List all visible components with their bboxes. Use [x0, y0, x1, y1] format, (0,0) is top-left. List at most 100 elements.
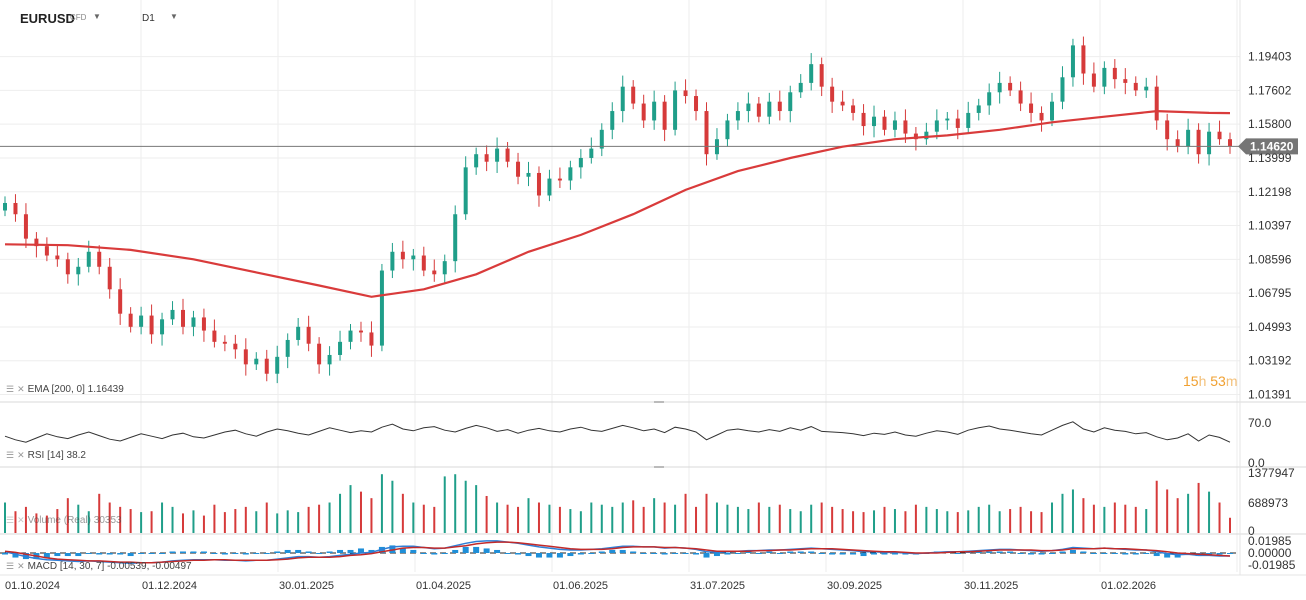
volume-bar — [757, 502, 760, 533]
indicator-settings-icon[interactable]: ☰ — [6, 450, 15, 460]
candle-body — [495, 148, 500, 162]
countdown-minutes: 53 — [1210, 373, 1226, 389]
timeframe-selector[interactable]: D1 — [142, 13, 155, 24]
indicator-settings-icon[interactable]: ☰ — [6, 561, 15, 571]
volume-indicator-label[interactable]: ☰ ✕ Volume (Real) 30353 — [6, 515, 122, 526]
candle-body — [1123, 79, 1128, 83]
volume-bar — [852, 511, 855, 533]
macd-indicator-label[interactable]: ☰ ✕ MACD [14, 30, 7] -0.00539, -0.00497 — [6, 561, 192, 572]
macd-histogram-bar — [787, 551, 794, 553]
macd-histogram-bar — [535, 553, 542, 558]
candle-body — [1144, 86, 1149, 91]
candle-body — [1133, 82, 1138, 91]
candle-body — [390, 251, 395, 271]
timeframe-dropdown-icon[interactable]: ▼ — [170, 12, 178, 21]
candle-body — [160, 319, 165, 335]
macd-histogram-bar — [1049, 553, 1056, 554]
macd-histogram-bar — [839, 553, 846, 555]
volume-bar — [1145, 509, 1148, 533]
candle-body — [191, 317, 196, 327]
volume-bar — [873, 510, 876, 533]
rsi-label-text: RSI [14] 38.2 — [27, 450, 86, 461]
candle-body — [86, 251, 91, 267]
macd-histogram-bar — [295, 549, 302, 553]
candle-body — [683, 90, 688, 97]
volume-bar — [1071, 489, 1074, 533]
macd-histogram-bar — [693, 553, 700, 555]
volume-bar — [1197, 482, 1200, 533]
ema-indicator-label[interactable]: ☰ ✕ EMA [200, 0] 1.16439 — [6, 384, 124, 395]
volume-bar — [108, 502, 111, 533]
volume-bar — [443, 476, 446, 533]
candle-body — [851, 105, 856, 113]
macd-histogram-bar — [850, 553, 857, 555]
volume-bar — [778, 504, 781, 533]
candle-body — [830, 86, 835, 102]
macd-histogram-bar — [776, 553, 783, 554]
macd-histogram-bar — [200, 551, 207, 553]
indicator-close-icon[interactable]: ✕ — [17, 450, 25, 460]
volume-bar — [768, 506, 771, 533]
y-tick-label: 1.06795 — [1248, 286, 1292, 300]
indicator-close-icon[interactable]: ✕ — [17, 515, 25, 525]
candle-body — [1196, 129, 1201, 155]
macd-histogram-bar — [1017, 553, 1024, 554]
candle-body — [65, 259, 70, 275]
volume-bar — [684, 493, 687, 533]
macd-histogram-bar — [1080, 551, 1087, 553]
macd-histogram-bar — [986, 551, 993, 553]
indicator-settings-icon[interactable]: ☰ — [6, 384, 15, 394]
volume-bar — [1134, 506, 1137, 533]
x-tick-label: 01.06.2025 — [553, 580, 608, 592]
volume-bar — [537, 502, 540, 533]
y-tick-label: 1.03192 — [1248, 354, 1292, 368]
indicator-settings-icon[interactable]: ☰ — [6, 515, 15, 525]
candle-body — [149, 315, 154, 335]
macd-histogram-bar — [179, 551, 186, 553]
volume-bar — [579, 511, 582, 533]
candle-body — [641, 103, 646, 121]
symbol-selector[interactable]: EURUSD — [20, 11, 75, 26]
macd-histogram-bar — [242, 553, 249, 555]
macd-histogram-bar — [1143, 553, 1150, 554]
candle-body — [652, 101, 657, 121]
macd-histogram-bar — [640, 553, 647, 554]
volume-bar — [318, 504, 321, 533]
volume-bar — [1124, 504, 1127, 533]
macd-histogram-bar — [274, 551, 281, 553]
macd-histogram-bar — [389, 545, 396, 553]
macd-histogram-bar — [357, 548, 364, 553]
volume-bar — [359, 491, 362, 533]
volume-bar — [1092, 504, 1095, 533]
volume-bar — [328, 502, 331, 533]
candle-body — [536, 172, 541, 196]
volume-bar — [475, 485, 478, 533]
candle-body — [1112, 67, 1117, 80]
indicator-close-icon[interactable]: ✕ — [17, 384, 25, 394]
macd-histogram-bar — [954, 553, 961, 554]
symbol-dropdown-icon[interactable]: ▼ — [93, 12, 101, 21]
ema-line — [4, 109, 1231, 298]
volume-bar — [1019, 506, 1022, 533]
volume-bar — [56, 509, 59, 533]
candle-body — [275, 356, 280, 374]
macd-histogram-bar — [598, 551, 605, 553]
volume-bar — [841, 509, 844, 533]
macd-histogram-bar — [577, 553, 584, 555]
candle-body — [233, 343, 238, 350]
candle-body — [421, 255, 426, 271]
candle-body — [694, 96, 699, 112]
candle-body — [1228, 139, 1232, 147]
rsi-indicator-label[interactable]: ☰ ✕ RSI [14] 38.2 — [6, 450, 86, 461]
indicator-close-icon[interactable]: ✕ — [17, 561, 25, 571]
volume-bar — [412, 502, 415, 533]
macd-histogram-bar — [190, 551, 197, 553]
candle-body — [1186, 129, 1191, 147]
candle-body — [44, 246, 49, 256]
volume-bar — [1155, 480, 1158, 533]
volume-bar — [548, 504, 551, 533]
candle-body — [97, 251, 102, 267]
volume-bar — [192, 510, 195, 533]
candle-body — [924, 131, 929, 140]
